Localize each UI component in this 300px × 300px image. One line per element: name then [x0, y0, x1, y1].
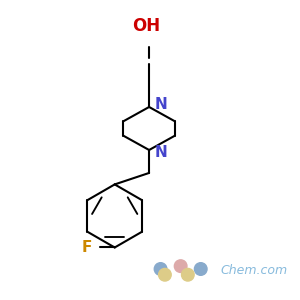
Text: F: F [81, 240, 92, 255]
Text: N: N [155, 97, 168, 112]
Text: OH: OH [132, 17, 160, 35]
Circle shape [159, 268, 171, 281]
Text: N: N [155, 146, 168, 160]
Text: Chem.com: Chem.com [221, 264, 288, 277]
Circle shape [182, 268, 194, 281]
Circle shape [194, 263, 207, 275]
Circle shape [174, 260, 187, 272]
Circle shape [154, 263, 167, 275]
